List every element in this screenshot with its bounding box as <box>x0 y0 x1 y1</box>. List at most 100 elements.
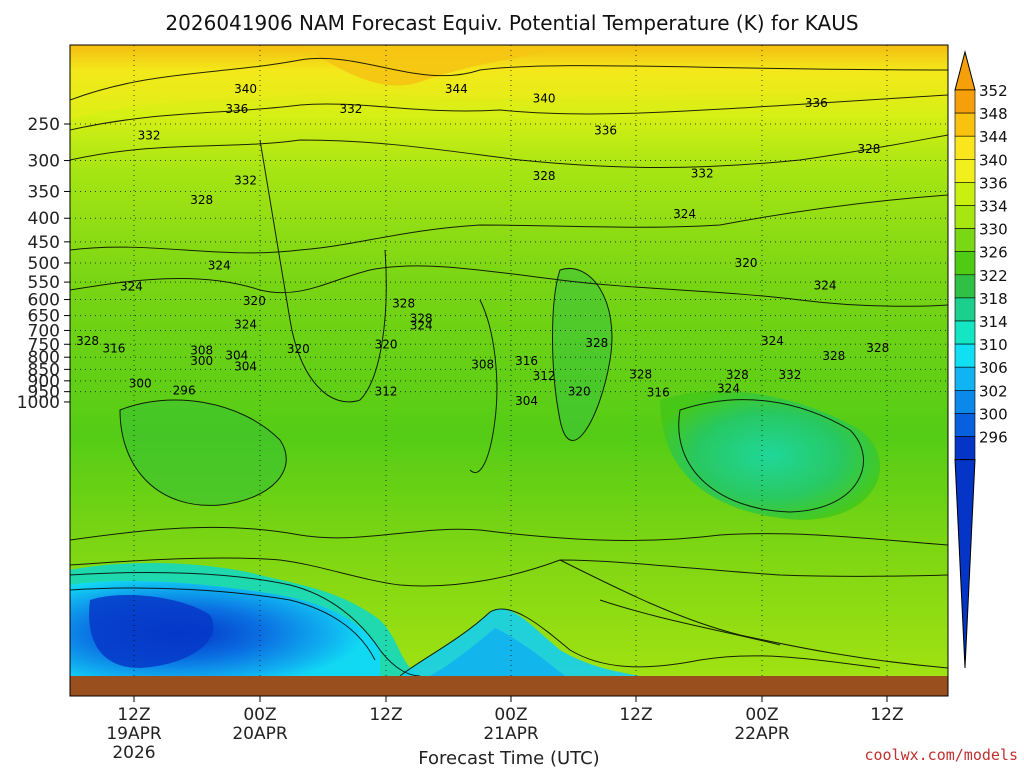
secondary-cold-core <box>430 628 565 676</box>
mid-moist-region-c <box>552 268 612 441</box>
contour-label: 316 <box>647 385 670 399</box>
contour-label-group: 324 <box>208 258 231 272</box>
contour-label: 316 <box>515 354 538 368</box>
mid-moist-region-a <box>120 400 287 506</box>
contour-label: 300 <box>129 377 152 391</box>
colorbar-label: 334 <box>979 198 1008 216</box>
contour-label-group: 336 <box>805 96 828 110</box>
contour-label-group: 304 <box>225 348 248 362</box>
colorbar-swatch <box>954 413 976 437</box>
contour-label-group: 324 <box>814 279 837 293</box>
colorbar-label: 318 <box>979 290 1008 308</box>
y-tick-label: 600 <box>28 291 60 311</box>
contour-label-group: 320 <box>568 385 591 399</box>
contour-label-group: 336 <box>225 102 248 116</box>
contour-label-group: 304 <box>515 394 538 408</box>
contour-label-group: 320 <box>287 342 310 356</box>
contour-label-group: 324 <box>410 319 433 333</box>
contour-label: 324 <box>717 381 740 395</box>
contour-label-group: 320 <box>375 337 398 351</box>
x-tick-label: 22APR <box>734 724 790 744</box>
y-tick-label: 950 <box>28 383 60 403</box>
colorbar-swatch <box>954 343 976 368</box>
contour-label: 324 <box>814 279 837 293</box>
contour-label: 328 <box>726 368 749 382</box>
contour-label-group: 328 <box>858 142 881 156</box>
contour-label: 328 <box>585 336 608 350</box>
x-tick-label: 12Z <box>619 705 652 725</box>
contour-label: 324 <box>410 319 433 333</box>
y-tick-label: 300 <box>28 152 60 172</box>
contour-label-group: 332 <box>340 102 363 116</box>
colorbar-swatch <box>954 135 976 160</box>
contour-label-group: 332 <box>779 368 802 382</box>
contour-label: 328 <box>866 341 889 355</box>
plot-frame <box>69 44 949 697</box>
contour-label-group: 340 <box>234 82 257 96</box>
contour-label-group: 316 <box>515 354 538 368</box>
contour-label-group: 324 <box>717 381 740 395</box>
colorbar-swatch <box>954 297 976 322</box>
contour-label-group: 328 <box>392 297 415 311</box>
x-tick-label: 00Z <box>243 705 276 725</box>
contour-label: 320 <box>287 342 310 356</box>
y-tick-label: 900 <box>28 372 60 392</box>
y-tick-label: 1000 <box>17 393 60 413</box>
contour-label: 336 <box>225 102 248 116</box>
y-tick-label: 800 <box>28 348 60 368</box>
contour-label-group: 332 <box>234 173 257 187</box>
time-gridlines <box>133 45 888 676</box>
colorbar-swatch <box>954 205 976 229</box>
contour-label: 336 <box>594 123 617 137</box>
colorbar-label: 296 <box>979 429 1008 447</box>
contour-label-group: 300 <box>129 377 152 391</box>
contour-label: 328 <box>76 334 99 348</box>
colorbar-swatch <box>954 182 976 206</box>
colorbar-label: 314 <box>979 313 1008 331</box>
contour-label: 324 <box>120 279 143 293</box>
contour-label: 328 <box>858 142 881 156</box>
contour-label-group: 312 <box>533 369 556 383</box>
contour-label-group: 328 <box>629 368 652 382</box>
colorbar-swatch <box>954 159 976 183</box>
x-tick-label: 00Z <box>745 705 778 725</box>
contour-label: 332 <box>691 166 714 180</box>
contour-label: 328 <box>629 368 652 382</box>
contour-label-group: 324 <box>234 318 257 332</box>
contour-label-group: 344 <box>445 82 468 96</box>
colorbar-swatch <box>954 251 976 276</box>
colorbar-label: 330 <box>979 221 1008 239</box>
contour-label: 340 <box>533 91 556 105</box>
contour-label: 328 <box>533 169 556 183</box>
y-tick-label: 750 <box>28 335 60 355</box>
pressure-axis: 2503003504004505005506006507007508008509… <box>17 115 70 413</box>
contour-label-group: 336 <box>594 123 617 137</box>
contour-label: 308 <box>190 344 213 358</box>
colorbar-label: 348 <box>979 105 1008 123</box>
x-tick-label: 12Z <box>117 705 150 725</box>
contour-label: 324 <box>761 334 784 348</box>
contour-label-group: 312 <box>375 385 398 399</box>
colorbar-label: 336 <box>979 174 1008 192</box>
contour-label: 312 <box>375 385 398 399</box>
colorbar-label: 326 <box>979 244 1008 262</box>
contour-label: 340 <box>234 82 257 96</box>
y-tick-label: 650 <box>28 307 60 327</box>
colorbar: 352 348 344 340 336 334 330 326 322 318 314 310 306 3… <box>954 50 1008 669</box>
contour-label-group: 328 <box>190 193 213 207</box>
colorbar-label: 322 <box>979 267 1008 285</box>
colorbar-swatch <box>954 366 976 391</box>
x-tick-label: 21APR <box>483 724 539 744</box>
contour-label: 324 <box>673 207 696 221</box>
contour-label-group: 296 <box>173 384 196 398</box>
contour-label: 308 <box>471 358 494 372</box>
contour-label-group: 328 <box>822 349 845 363</box>
contour-label: 304 <box>234 359 257 373</box>
contour-label-group: 324 <box>761 334 784 348</box>
contour-label-group: 324 <box>673 207 696 221</box>
contour-label: 328 <box>392 297 415 311</box>
warm-cap-region <box>300 45 560 86</box>
